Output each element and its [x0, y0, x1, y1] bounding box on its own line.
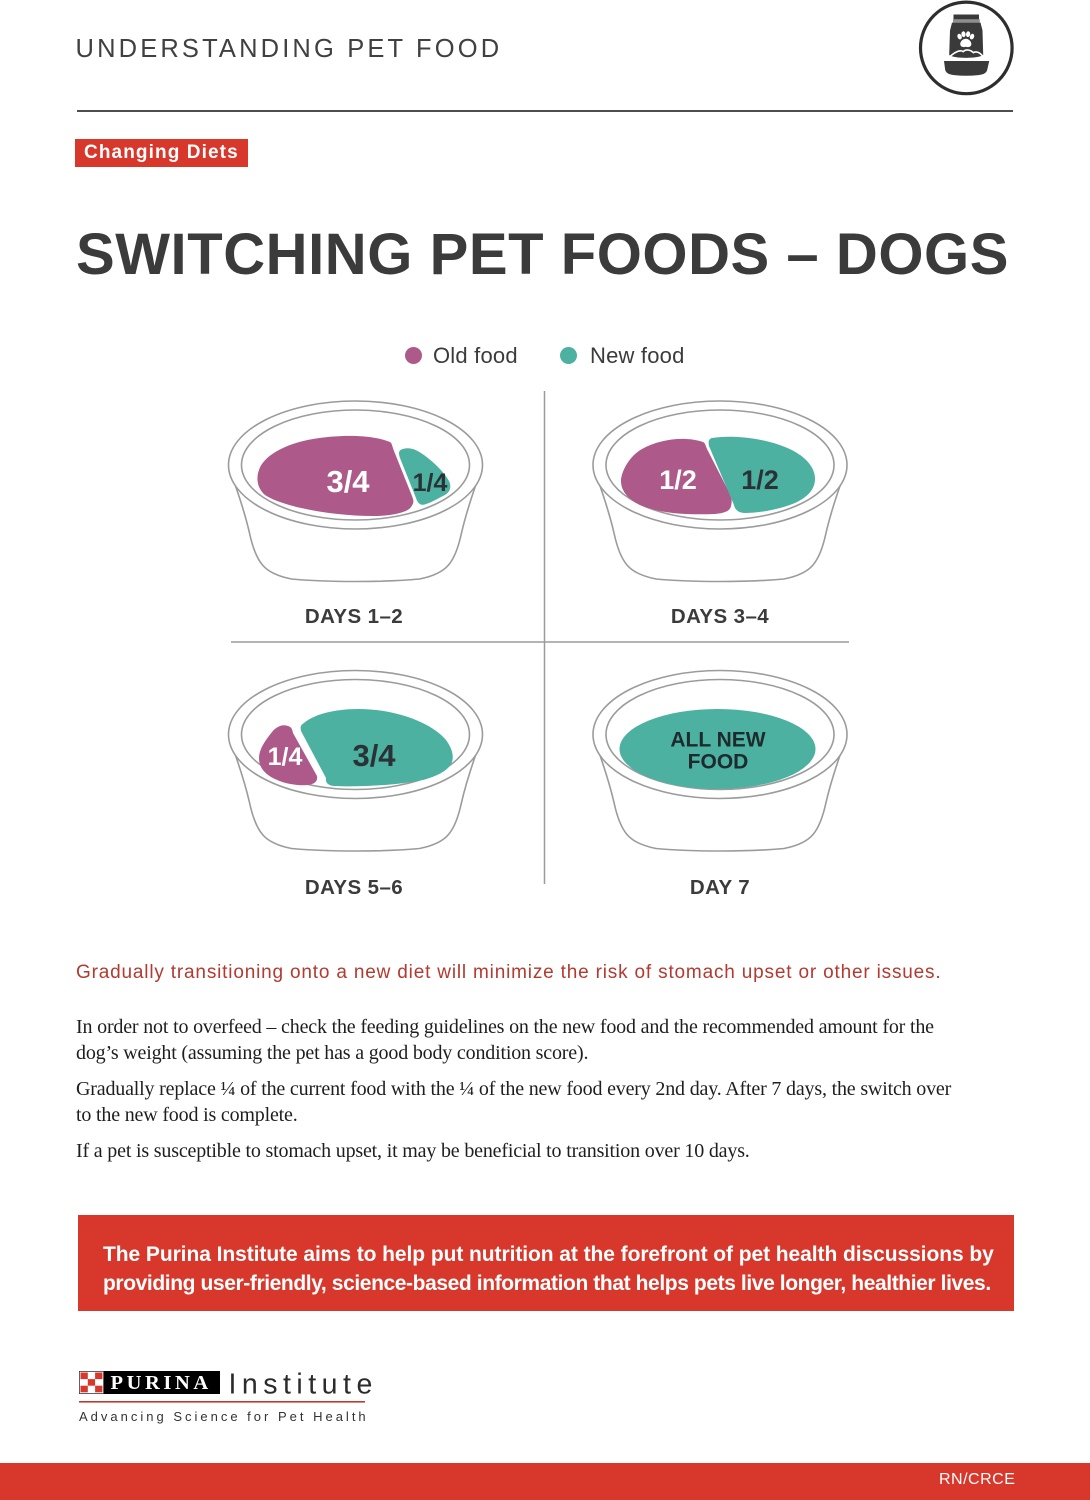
svg-text:1/2: 1/2 [741, 465, 779, 495]
svg-text:PURINA: PURINA [111, 1372, 212, 1394]
svg-text:Institute: Institute [229, 1369, 378, 1401]
svg-text:Advancing Science for Pet Heal: Advancing Science for Pet Health [79, 1409, 369, 1424]
svg-text:ALL NEW: ALL NEW [670, 728, 765, 751]
svg-text:DAYS 5–6: DAYS 5–6 [305, 876, 403, 899]
svg-text:DAYS 1–2: DAYS 1–2 [305, 605, 403, 628]
svg-text:DAY 7: DAY 7 [690, 876, 750, 899]
svg-text:3/4: 3/4 [352, 738, 396, 773]
svg-text:1/4: 1/4 [413, 469, 448, 497]
svg-text:3/4: 3/4 [326, 464, 370, 499]
svg-text:FOOD: FOOD [688, 750, 749, 773]
svg-text:1/2: 1/2 [659, 465, 697, 495]
svg-text:DAYS 3–4: DAYS 3–4 [671, 605, 769, 628]
svg-text:1/4: 1/4 [268, 743, 303, 771]
